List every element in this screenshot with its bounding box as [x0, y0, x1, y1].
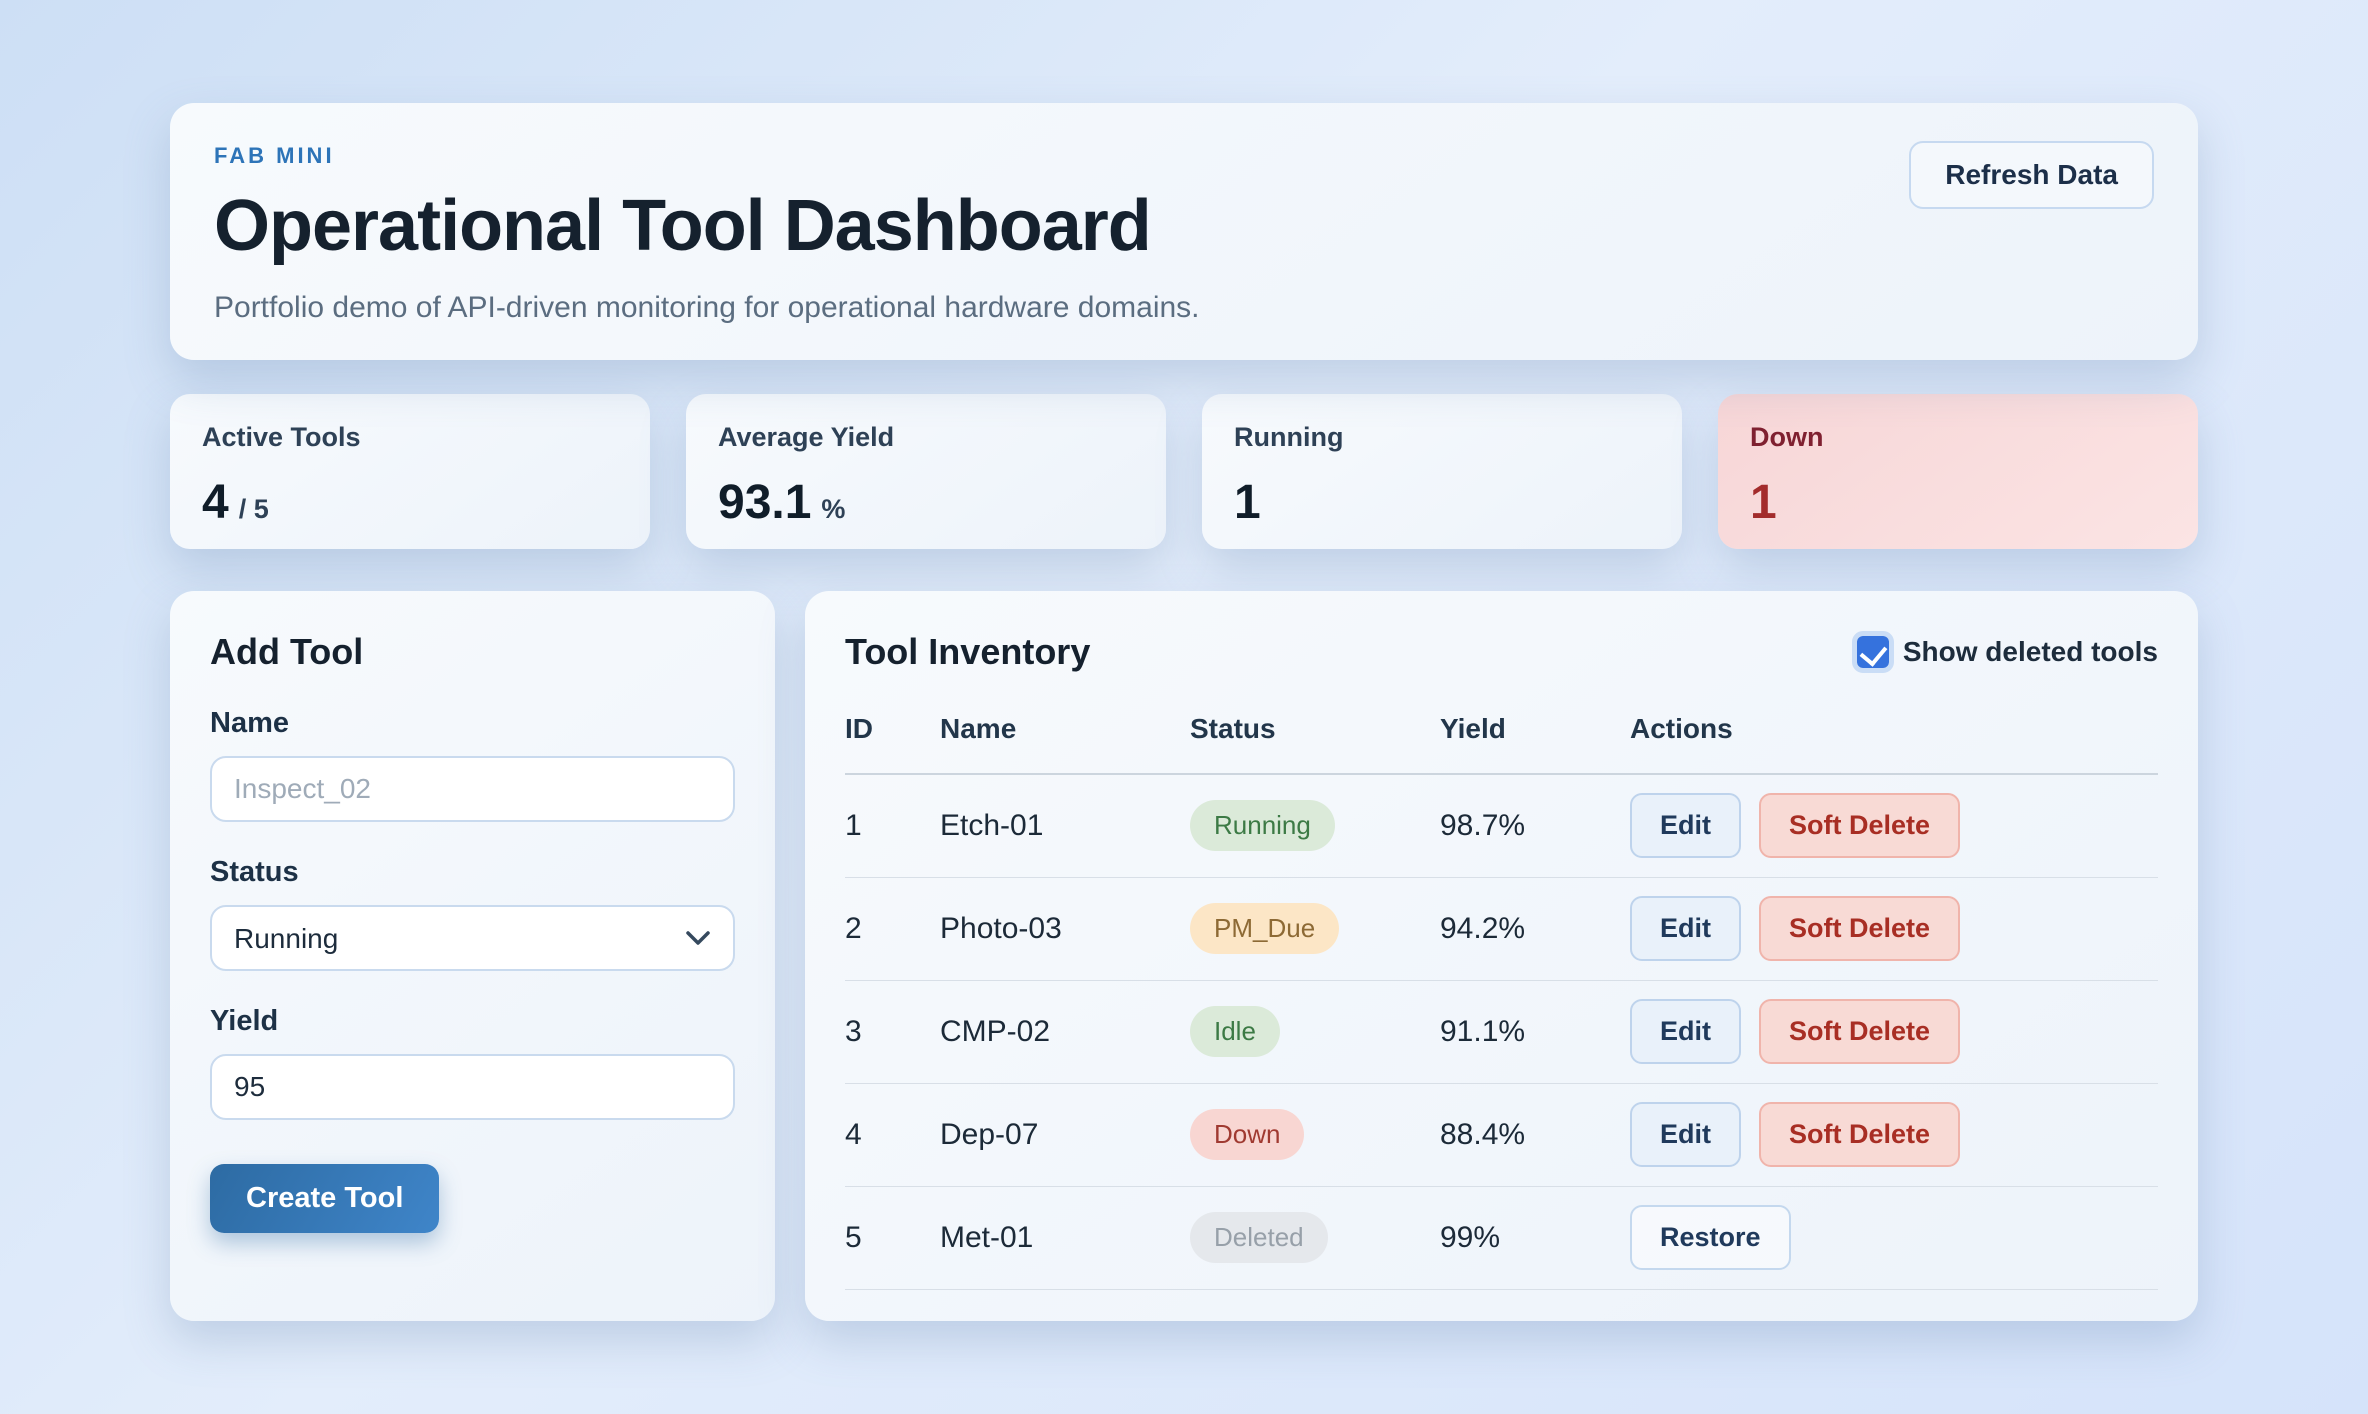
header-card: FAB MINI Operational Tool Dashboard Port…	[170, 103, 2198, 360]
status-badge: Down	[1190, 1109, 1305, 1160]
cell-name: CMP-02	[940, 980, 1190, 1084]
cell-yield: 94.2%	[1440, 877, 1630, 981]
refresh-data-button[interactable]: Refresh Data	[1909, 141, 2154, 209]
column-header-name: Name	[940, 713, 1190, 775]
cell-name: Dep-07	[940, 1083, 1190, 1187]
tool-inventory-table: ID Name Status Yield Actions 1 Etch-01 R…	[845, 713, 2158, 1290]
status-badge: Running	[1190, 800, 1335, 852]
table-row: 1 Etch-01 Running 98.7% Edit Soft Delete	[845, 774, 2158, 878]
yield-label: Yield	[210, 1005, 279, 1037]
brand-label: FAB MINI	[214, 143, 335, 168]
stat-suffix: / 5	[238, 494, 269, 524]
table-row: 2 Photo-03 PM_Due 94.2% Edit Soft Delete	[845, 877, 2158, 981]
soft-delete-button[interactable]: Soft Delete	[1759, 896, 1961, 961]
soft-delete-button[interactable]: Soft Delete	[1759, 793, 1961, 859]
cell-yield: 88.4%	[1440, 1083, 1630, 1187]
stat-value: 1	[1750, 476, 1777, 529]
cell-name: Met-01	[940, 1186, 1190, 1290]
yield-input[interactable]	[210, 1054, 735, 1120]
column-header-actions: Actions	[1630, 713, 2158, 775]
soft-delete-button[interactable]: Soft Delete	[1759, 999, 1961, 1064]
stat-label: Down	[1750, 422, 1824, 452]
show-deleted-label: Show deleted tools	[1902, 636, 2158, 667]
stat-value: 4	[202, 476, 229, 529]
show-deleted-checkbox[interactable]	[1851, 631, 1894, 673]
cell-id: 3	[845, 980, 940, 1084]
tool-inventory-title: Tool Inventory	[845, 631, 1091, 672]
restore-button[interactable]: Restore	[1630, 1205, 1791, 1270]
cell-id: 1	[845, 774, 940, 878]
show-deleted-toggle: Show deleted tools	[1851, 631, 2158, 673]
status-label: Status	[210, 856, 299, 888]
table-row: 3 CMP-02 Idle 91.1% Edit Soft Delete	[845, 980, 2158, 1084]
cell-yield: 91.1%	[1440, 980, 1630, 1084]
cell-yield: 99%	[1440, 1186, 1630, 1290]
stat-card-running: Running 1	[1202, 394, 1682, 549]
table-row: 4 Dep-07 Down 88.4% Edit Soft Delete	[845, 1083, 2158, 1187]
status-badge: Deleted	[1190, 1212, 1328, 1263]
table-header-row: ID Name Status Yield Actions	[845, 713, 2158, 775]
page-subtitle: Portfolio demo of API-driven monitoring …	[214, 291, 1200, 324]
column-header-yield: Yield	[1440, 713, 1630, 775]
add-tool-title: Add Tool	[210, 631, 364, 672]
soft-delete-button[interactable]: Soft Delete	[1759, 1102, 1961, 1167]
edit-button[interactable]: Edit	[1630, 896, 1741, 961]
stat-label: Average Yield	[718, 422, 895, 452]
cell-yield: 98.7%	[1440, 774, 1630, 878]
cell-name: Photo-03	[940, 877, 1190, 981]
edit-button[interactable]: Edit	[1630, 793, 1741, 859]
stat-label: Running	[1234, 422, 1344, 452]
tool-inventory-panel: Tool Inventory Show deleted tools ID Nam…	[805, 591, 2198, 1321]
cell-id: 2	[845, 877, 940, 981]
stats-row: Active Tools 4 / 5 Average Yield 93.1 % …	[170, 394, 2198, 549]
stat-value: 93.1	[718, 476, 812, 529]
cell-id: 5	[845, 1186, 940, 1290]
cell-id: 4	[845, 1083, 940, 1187]
dashboard-page: FAB MINI Operational Tool Dashboard Port…	[170, 103, 2198, 1321]
page-title: Operational Tool Dashboard	[214, 186, 1152, 266]
stat-card-average-yield: Average Yield 93.1 %	[686, 394, 1166, 549]
status-select[interactable]: Running	[210, 905, 735, 971]
name-label: Name	[210, 707, 289, 739]
add-tool-panel: Add Tool Name Status Running Yield Creat…	[170, 591, 775, 1321]
name-input[interactable]	[210, 756, 735, 822]
stat-label: Active Tools	[202, 422, 361, 452]
stat-card-down: Down 1	[1718, 394, 2198, 549]
column-header-status: Status	[1190, 713, 1440, 775]
status-badge: Idle	[1190, 1006, 1280, 1057]
table-row: 5 Met-01 Deleted 99% Restore	[845, 1186, 2158, 1290]
edit-button[interactable]: Edit	[1630, 999, 1741, 1064]
stat-suffix: %	[821, 494, 846, 524]
column-header-id: ID	[845, 713, 940, 775]
cell-name: Etch-01	[940, 774, 1190, 878]
stat-value: 1	[1234, 476, 1261, 529]
stat-card-active-tools: Active Tools 4 / 5	[170, 394, 650, 549]
status-badge: PM_Due	[1190, 903, 1340, 954]
edit-button[interactable]: Edit	[1630, 1102, 1741, 1167]
create-tool-button[interactable]: Create Tool	[210, 1164, 440, 1233]
